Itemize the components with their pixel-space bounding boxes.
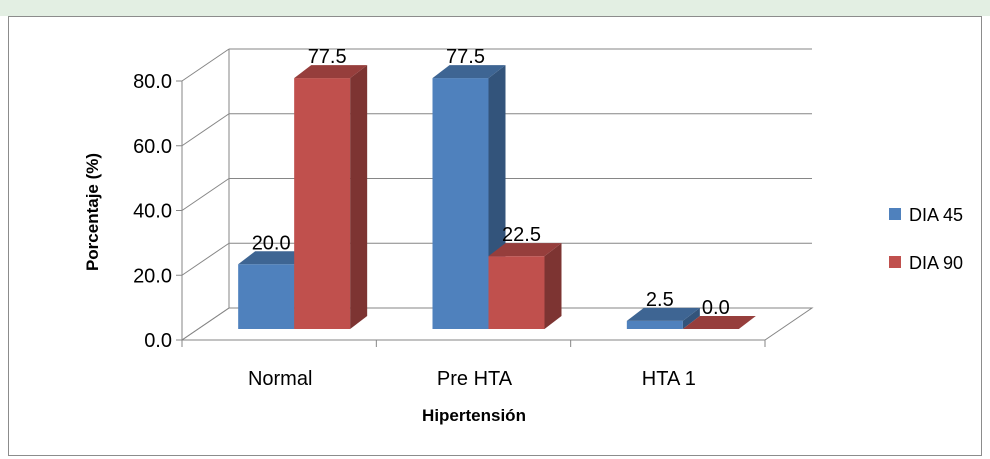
y-tick-label: 40.0: [133, 201, 172, 223]
bar-front-0-0: [238, 264, 294, 329]
y-tick-label: 60.0: [133, 136, 172, 158]
bar-front-1-0: [433, 78, 489, 329]
gridline-side: [182, 243, 229, 275]
data-label-0-0: 20.0: [252, 232, 291, 254]
gridline-side: [182, 49, 229, 81]
y-tick-label: 0.0: [144, 330, 172, 352]
x-tick-label: HTA 1: [642, 368, 696, 390]
y-axis-title: Porcentaje (%): [83, 153, 102, 271]
bar-side-1-1: [545, 243, 562, 329]
legend-item-dia-45: DIA 45: [889, 205, 963, 225]
bar-front-0-1: [294, 78, 350, 329]
data-label-0-1: 77.5: [308, 46, 347, 68]
data-label-1-0: 77.5: [446, 46, 485, 68]
bar-0-1: [294, 65, 367, 329]
legend-swatch-dia-45: [889, 208, 901, 220]
gridline-side: [182, 114, 229, 146]
bar-front-2-0: [627, 321, 683, 329]
bar-side-0-1: [350, 65, 367, 329]
y-tick-label: 20.0: [133, 265, 172, 287]
y-tick-label: 80.0: [133, 71, 172, 93]
x-tick-label: Normal: [248, 368, 312, 390]
bar-front-1-1: [489, 256, 545, 329]
legend-swatch-dia-90: [889, 256, 901, 268]
bars: [238, 65, 756, 329]
bar-1-1: [489, 243, 562, 329]
x-tick-label: Pre HTA: [437, 368, 513, 390]
data-label-2-1: 0.0: [702, 297, 730, 319]
legend: DIA 45 DIA 90: [889, 205, 963, 273]
legend-label-dia-45: DIA 45: [909, 205, 963, 225]
legend-item-dia-90: DIA 90: [889, 253, 963, 273]
legend-label-dia-90: DIA 90: [909, 253, 963, 273]
x-axis-title: Hipertensión: [422, 406, 526, 425]
data-label-2-0: 2.5: [646, 289, 674, 311]
data-label-1-1: 22.5: [502, 224, 541, 246]
gridline-side: [182, 179, 229, 211]
